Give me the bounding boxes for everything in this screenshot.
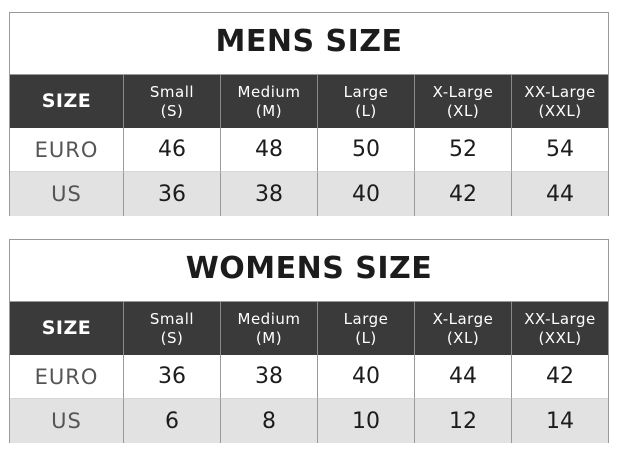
column-header: Medium (M): [221, 75, 318, 128]
table-cell: 44: [512, 172, 608, 216]
column-header: Large (L): [318, 302, 415, 355]
column-name: Small: [149, 309, 195, 328]
column-abbr: (XL): [446, 328, 480, 347]
table-cell: 42: [415, 172, 512, 216]
table-cell: 12: [415, 399, 512, 443]
column-abbr: (L): [355, 328, 377, 347]
row-label: EURO: [10, 128, 124, 172]
table-cell: 36: [124, 172, 221, 216]
table-row-us: US 6 8 10 12 14: [10, 399, 608, 443]
table-cell: 40: [318, 172, 415, 216]
column-header: Small (S): [124, 75, 221, 128]
column-header: Large (L): [318, 75, 415, 128]
table-cell: 10: [318, 399, 415, 443]
column-abbr: (L): [355, 101, 377, 120]
column-abbr: (XL): [446, 101, 480, 120]
column-header: XX-Large (XXL): [512, 302, 608, 355]
column-abbr: (XXL): [538, 328, 582, 347]
column-abbr: (M): [255, 328, 283, 347]
row-label: US: [10, 399, 124, 443]
size-header-label: SIZE: [10, 75, 124, 128]
table-cell: 40: [318, 355, 415, 399]
table-cell: 44: [415, 355, 512, 399]
table-cell: 38: [221, 172, 318, 216]
table-cell: 6: [124, 399, 221, 443]
column-header: Small (S): [124, 302, 221, 355]
column-name: Medium: [237, 309, 301, 328]
table-cell: 48: [221, 128, 318, 172]
column-name: XX-Large: [524, 82, 596, 101]
column-name: X-Large: [432, 309, 494, 328]
table-row-euro: EURO 36 38 40 44 42: [10, 355, 608, 399]
column-abbr: (M): [255, 101, 283, 120]
row-label: EURO: [10, 355, 124, 399]
table-cell: 36: [124, 355, 221, 399]
table-title: WOMENS SIZE: [10, 240, 608, 302]
size-header-label: SIZE: [10, 302, 124, 355]
column-header: X-Large (XL): [415, 302, 512, 355]
header-row: SIZE Small (S) Medium (M) Large (L) X-La…: [10, 302, 608, 355]
table-cell: 46: [124, 128, 221, 172]
table-title: MENS SIZE: [10, 13, 608, 75]
column-name: Large: [343, 309, 389, 328]
table-cell: 38: [221, 355, 318, 399]
table-cell: 54: [512, 128, 608, 172]
womens-size-table: WOMENS SIZE SIZE Small (S) Medium (M) La…: [9, 239, 609, 443]
column-name: Medium: [237, 82, 301, 101]
header-row: SIZE Small (S) Medium (M) Large (L) X-La…: [10, 75, 608, 128]
table-cell: 42: [512, 355, 608, 399]
column-abbr: (XXL): [538, 101, 582, 120]
column-name: X-Large: [432, 82, 494, 101]
table-cell: 50: [318, 128, 415, 172]
column-header: X-Large (XL): [415, 75, 512, 128]
column-header: XX-Large (XXL): [512, 75, 608, 128]
mens-size-table: MENS SIZE SIZE Small (S) Medium (M) Larg…: [9, 12, 609, 216]
row-label: US: [10, 172, 124, 216]
column-header: Medium (M): [221, 302, 318, 355]
column-name: Small: [149, 82, 195, 101]
column-abbr: (S): [160, 328, 184, 347]
table-row-euro: EURO 46 48 50 52 54: [10, 128, 608, 172]
column-name: Large: [343, 82, 389, 101]
table-row-us: US 36 38 40 42 44: [10, 172, 608, 216]
table-cell: 8: [221, 399, 318, 443]
column-name: XX-Large: [524, 309, 596, 328]
table-cell: 14: [512, 399, 608, 443]
column-abbr: (S): [160, 101, 184, 120]
table-cell: 52: [415, 128, 512, 172]
